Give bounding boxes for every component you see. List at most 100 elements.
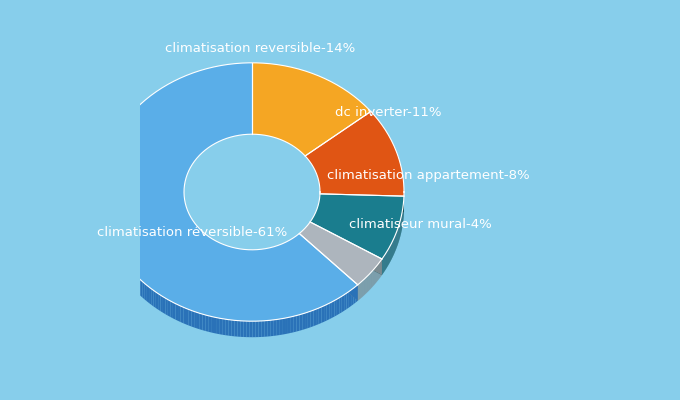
Polygon shape	[194, 223, 196, 240]
Polygon shape	[225, 245, 226, 262]
Polygon shape	[243, 321, 246, 337]
Polygon shape	[289, 240, 290, 256]
Polygon shape	[297, 234, 299, 251]
Polygon shape	[339, 296, 342, 314]
Polygon shape	[235, 248, 237, 264]
Polygon shape	[291, 239, 292, 255]
Polygon shape	[154, 290, 156, 308]
Polygon shape	[141, 280, 143, 298]
Polygon shape	[118, 253, 120, 271]
Polygon shape	[209, 237, 210, 254]
Polygon shape	[329, 302, 332, 319]
Polygon shape	[120, 255, 121, 274]
Polygon shape	[231, 247, 233, 263]
Polygon shape	[299, 234, 358, 301]
Polygon shape	[356, 285, 358, 302]
Polygon shape	[114, 246, 116, 265]
Polygon shape	[165, 298, 168, 316]
Polygon shape	[290, 239, 291, 256]
Polygon shape	[221, 244, 222, 260]
Polygon shape	[208, 316, 211, 332]
Polygon shape	[237, 248, 239, 265]
Polygon shape	[206, 234, 207, 251]
Polygon shape	[184, 307, 186, 324]
Polygon shape	[255, 250, 256, 266]
Polygon shape	[276, 246, 277, 262]
Polygon shape	[131, 270, 133, 288]
Polygon shape	[201, 230, 202, 247]
Polygon shape	[124, 262, 126, 280]
Polygon shape	[233, 247, 234, 264]
Polygon shape	[181, 306, 184, 323]
Polygon shape	[116, 249, 117, 267]
Polygon shape	[293, 237, 294, 254]
Polygon shape	[310, 222, 382, 275]
Polygon shape	[208, 236, 209, 253]
Polygon shape	[295, 236, 296, 252]
Polygon shape	[269, 248, 271, 264]
Polygon shape	[282, 318, 285, 335]
Polygon shape	[303, 313, 305, 330]
Polygon shape	[121, 258, 122, 276]
Polygon shape	[100, 63, 358, 321]
Polygon shape	[241, 321, 243, 337]
Polygon shape	[198, 227, 199, 244]
Polygon shape	[250, 250, 251, 266]
Polygon shape	[204, 233, 205, 250]
Polygon shape	[268, 248, 269, 264]
Polygon shape	[262, 249, 263, 265]
Polygon shape	[305, 112, 404, 196]
Polygon shape	[296, 315, 299, 332]
Polygon shape	[220, 318, 223, 335]
Polygon shape	[326, 303, 329, 320]
Polygon shape	[205, 234, 206, 250]
Polygon shape	[310, 194, 404, 259]
Polygon shape	[277, 245, 278, 262]
Polygon shape	[173, 302, 175, 320]
Polygon shape	[296, 235, 297, 252]
Polygon shape	[127, 266, 129, 284]
Polygon shape	[220, 243, 221, 260]
Polygon shape	[246, 321, 250, 337]
Polygon shape	[292, 238, 293, 255]
Text: dc inverter-11%: dc inverter-11%	[335, 106, 441, 118]
Polygon shape	[275, 246, 276, 262]
Polygon shape	[160, 295, 163, 313]
Polygon shape	[245, 250, 247, 266]
Polygon shape	[192, 310, 194, 328]
Polygon shape	[322, 306, 324, 323]
Polygon shape	[223, 319, 226, 335]
Polygon shape	[342, 295, 344, 312]
Polygon shape	[264, 249, 265, 265]
Polygon shape	[305, 312, 308, 329]
Polygon shape	[145, 284, 147, 301]
Polygon shape	[261, 321, 265, 337]
Polygon shape	[239, 249, 240, 265]
Polygon shape	[226, 319, 228, 336]
Polygon shape	[252, 63, 371, 156]
Polygon shape	[313, 309, 316, 326]
Polygon shape	[294, 236, 295, 253]
Polygon shape	[122, 260, 124, 278]
Polygon shape	[354, 286, 356, 304]
Polygon shape	[267, 320, 271, 336]
Polygon shape	[288, 240, 289, 257]
Polygon shape	[186, 308, 189, 326]
Polygon shape	[109, 237, 111, 255]
Polygon shape	[107, 232, 109, 250]
Polygon shape	[311, 310, 313, 327]
Polygon shape	[351, 288, 354, 306]
Polygon shape	[129, 268, 131, 286]
Polygon shape	[282, 244, 283, 260]
Text: climatiseur mural-4%: climatiseur mural-4%	[349, 218, 492, 230]
Polygon shape	[258, 250, 259, 266]
Polygon shape	[117, 251, 118, 269]
Polygon shape	[143, 282, 145, 300]
Polygon shape	[147, 285, 149, 303]
Polygon shape	[332, 300, 335, 318]
Polygon shape	[256, 250, 258, 266]
Polygon shape	[217, 241, 218, 258]
Polygon shape	[254, 250, 255, 266]
Polygon shape	[234, 248, 235, 264]
Polygon shape	[219, 242, 220, 259]
